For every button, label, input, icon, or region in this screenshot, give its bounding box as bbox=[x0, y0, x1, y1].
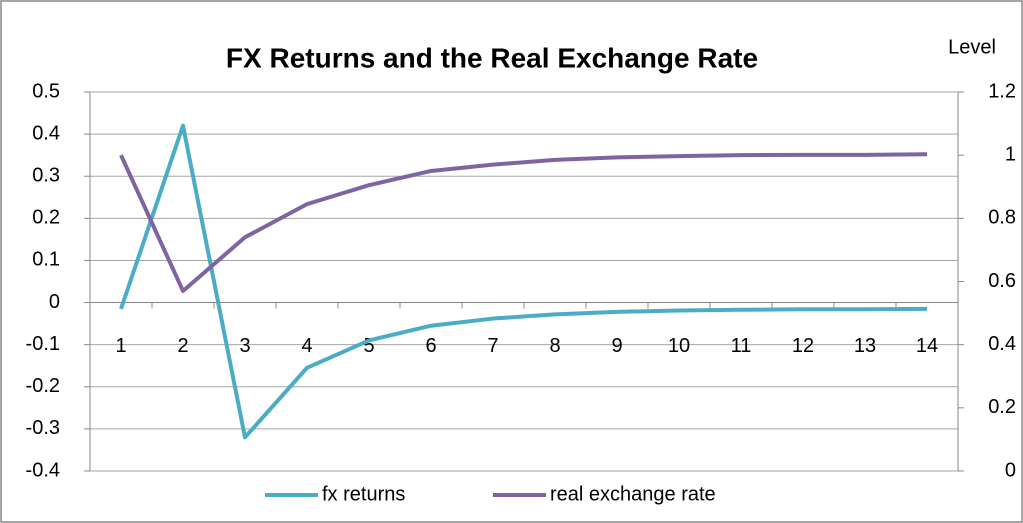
y-tick-label: 0.4 bbox=[32, 122, 60, 144]
chart-title: FX Returns and the Real Exchange Rate bbox=[226, 42, 758, 73]
x-tick-label: 5 bbox=[363, 335, 374, 357]
x-tick-label: 2 bbox=[177, 335, 188, 357]
x-tick-label: 14 bbox=[916, 335, 938, 357]
y2-tick-label: 0 bbox=[1005, 459, 1016, 481]
x-tick-label: 1 bbox=[115, 335, 126, 357]
line-series bbox=[119, 123, 928, 440]
y-tick-label: -0.3 bbox=[26, 417, 60, 439]
x-tick-label: 7 bbox=[487, 335, 498, 357]
legend-label: fx returns bbox=[322, 483, 405, 505]
x-tick-label: 8 bbox=[549, 335, 560, 357]
y-tick-label: 0.3 bbox=[32, 165, 60, 187]
y-tick-label: 0.5 bbox=[32, 80, 60, 102]
x-tick-label: 13 bbox=[854, 335, 876, 357]
y2-axis-label: Level bbox=[948, 36, 996, 58]
y-tick-label: 0.1 bbox=[32, 249, 60, 271]
y2-tick-label: 0.8 bbox=[988, 207, 1016, 229]
y2-tick-label: 0.4 bbox=[988, 333, 1016, 355]
x-tick-label: 3 bbox=[239, 335, 250, 357]
line-series bbox=[119, 152, 928, 293]
x-tick-label: 4 bbox=[301, 335, 312, 357]
y2-tick-label: 1 bbox=[1005, 143, 1016, 165]
y-tick-label: 0 bbox=[49, 291, 60, 313]
y2-tick-label: 1.2 bbox=[988, 80, 1016, 102]
x-tick-label: 12 bbox=[792, 335, 814, 357]
x-tick-label: 9 bbox=[611, 335, 622, 357]
y2-tick-label: 0.6 bbox=[988, 270, 1016, 292]
x-tick-label: 6 bbox=[425, 335, 436, 357]
legend-label: real exchange rate bbox=[550, 483, 716, 505]
y-tick-label: -0.1 bbox=[26, 333, 60, 355]
y2-tick-label: 0.2 bbox=[988, 396, 1016, 418]
x-tick-label: 11 bbox=[731, 335, 752, 357]
y-tick-label: -0.4 bbox=[26, 459, 60, 481]
y-tick-label: -0.2 bbox=[26, 375, 60, 397]
x-tick-label: 10 bbox=[668, 335, 690, 357]
y-tick-label: 0.2 bbox=[32, 207, 60, 229]
